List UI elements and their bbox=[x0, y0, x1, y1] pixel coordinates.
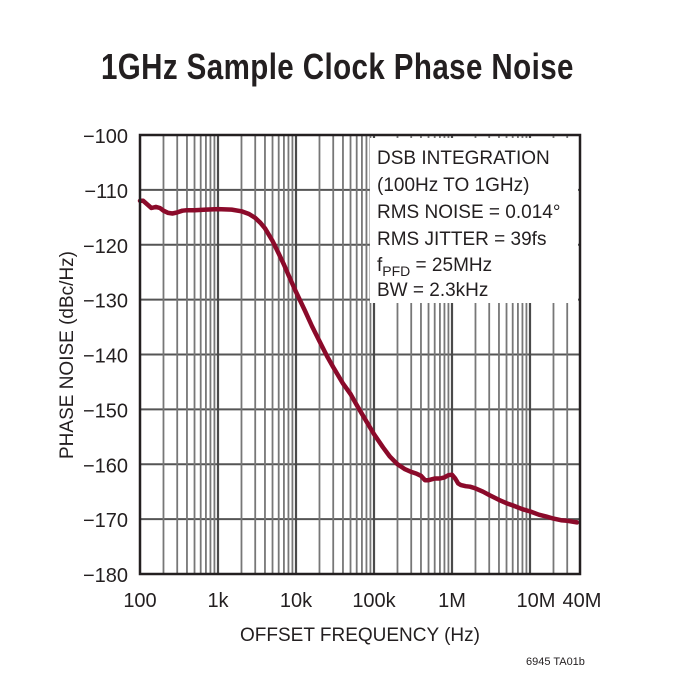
x-tick-label: 10k bbox=[280, 590, 313, 612]
x-axis-label: OFFSET FREQUENCY (Hz) bbox=[240, 625, 480, 646]
y-tick-label: −130 bbox=[83, 291, 128, 313]
fpfd-subscript: PFD bbox=[382, 263, 410, 279]
y-tick-label: −170 bbox=[83, 510, 128, 532]
y-tick-label: −160 bbox=[83, 455, 128, 477]
x-tick-label: 100k bbox=[352, 590, 396, 612]
annotation-line-4: RMS JITTER = 39fs bbox=[377, 229, 546, 250]
y-axis-ticks: −100 −110 −120 −130 −140 −150 −160 −170 −180 bbox=[83, 126, 128, 587]
x-axis-ticks: 100 1k 10k 100k 1M 10M 40M bbox=[123, 590, 601, 612]
y-tick-label: −100 bbox=[83, 126, 128, 148]
annotation-line-bw: BW = 2.3kHz bbox=[377, 280, 488, 301]
y-tick-label: −120 bbox=[83, 236, 128, 258]
annotation-line-3: RMS NOISE = 0.014° bbox=[377, 202, 560, 223]
x-tick-label: 40M bbox=[563, 590, 602, 612]
annotation-line-2: (100Hz TO 1GHz) bbox=[377, 175, 529, 196]
y-tick-label: −140 bbox=[83, 346, 128, 368]
chart-title: 1GHz Sample Clock Phase Noise bbox=[100, 46, 574, 87]
annotation-background bbox=[370, 138, 578, 303]
y-axis-label: PHASE NOISE (dBc/Hz) bbox=[57, 251, 78, 459]
y-tick-label: −110 bbox=[84, 181, 128, 203]
y-tick-label: −150 bbox=[83, 400, 128, 422]
annotation-line-1: DSB INTEGRATION bbox=[377, 148, 550, 169]
figure-code: 6945 TA01b bbox=[526, 656, 585, 668]
y-tick-label: −180 bbox=[83, 565, 128, 587]
x-tick-label: 100 bbox=[123, 590, 156, 612]
x-tick-label: 1k bbox=[207, 590, 229, 612]
x-tick-label: 1M bbox=[438, 590, 466, 612]
fpfd-value: = 25MHz bbox=[410, 255, 492, 276]
annotation-box: DSB INTEGRATION (100Hz TO 1GHz) RMS NOIS… bbox=[377, 148, 560, 301]
annotation-line-fpfd: fPFD = 25MHz bbox=[377, 255, 492, 279]
phase-noise-curve bbox=[137, 198, 580, 525]
plot-frame bbox=[138, 133, 582, 576]
fpfd-f: f bbox=[377, 255, 383, 276]
x-tick-label: 10M bbox=[517, 590, 556, 612]
